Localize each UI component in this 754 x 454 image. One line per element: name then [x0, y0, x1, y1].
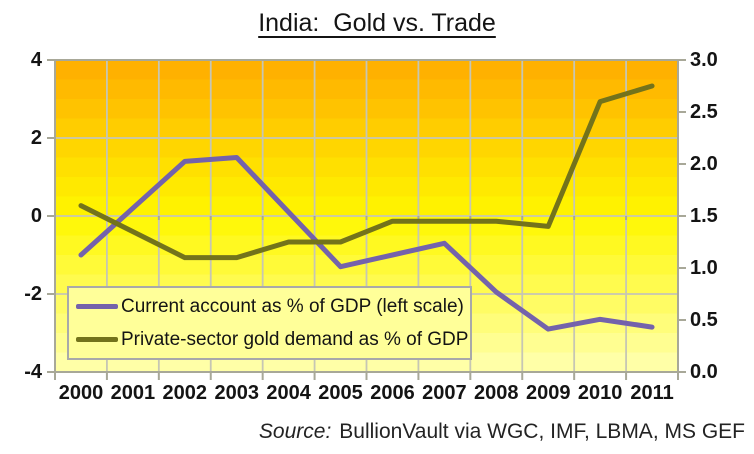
legend-item-current-account: Current account as % of GDP (left scale): [76, 296, 470, 318]
y-axis-left-tick-label: 4: [30, 49, 42, 71]
y-axis-right-tick-label: 3.0: [690, 49, 718, 71]
legend-label-gold-demand: Private-sector gold demand as % of GDP: [121, 328, 469, 350]
legend: Current account as % of GDP (left scale)…: [67, 286, 472, 360]
x-axis-tick-label: 2006: [370, 382, 415, 404]
x-axis-tick-label: 2002: [162, 382, 208, 404]
x-axis-tick-label: 2010: [577, 382, 623, 404]
y-axis-right-tick-label: 1.0: [690, 257, 718, 279]
y-axis-right-tick-label: 0.0: [690, 361, 718, 383]
y-axis-left-tick-label: -2: [24, 283, 42, 305]
y-axis-left-tick-label: 0: [30, 205, 42, 227]
legend-item-gold-demand: Private-sector gold demand as % of GDP: [76, 329, 470, 351]
x-axis-tick-label: 2000: [58, 382, 104, 404]
x-axis-tick-label: 2008: [474, 382, 519, 404]
x-axis-tick-label: 2003: [214, 382, 259, 404]
x-axis-tick-label: 2007: [422, 382, 467, 404]
source-text: BullionVault via WGC, IMF, LBMA, MS GEF: [339, 420, 745, 443]
legend-line-sample-gold-demand: [76, 337, 118, 342]
y-axis-right-tick-label: 2.0: [690, 153, 718, 175]
legend-label-current-account: Current account as % of GDP (left scale): [121, 295, 464, 317]
y-axis-right-tick-label: 1.5: [690, 205, 718, 227]
plot-border: [54, 59, 679, 373]
x-axis-tick-label: 2004: [266, 382, 311, 404]
x-axis-tick-label: 2009: [525, 382, 571, 404]
series-line-gold-demand: [78, 83, 655, 261]
y-axis-left-tick-label: -4: [24, 361, 42, 383]
y-axis-right-tick-label: 2.5: [690, 101, 718, 123]
source-note: Source: BullionVault via WGC, IMF, LBMA, …: [259, 420, 745, 444]
y-axis-right-tick-label: 0.5: [690, 309, 718, 331]
legend-line-sample-current-account: [76, 304, 118, 309]
x-axis-tick-label: 2005: [318, 382, 363, 404]
y-axis-left-tick-label: 2: [30, 127, 42, 149]
x-axis-tick-label: 2001: [110, 382, 156, 404]
chart-title: India: Gold vs. Trade: [0, 9, 754, 38]
x-axis-tick-label: 2011: [630, 382, 674, 404]
chart-title-text: India: Gold vs. Trade: [258, 9, 496, 37]
source-prefix: Source:: [258, 420, 332, 443]
series-line-current-account: [78, 155, 655, 332]
